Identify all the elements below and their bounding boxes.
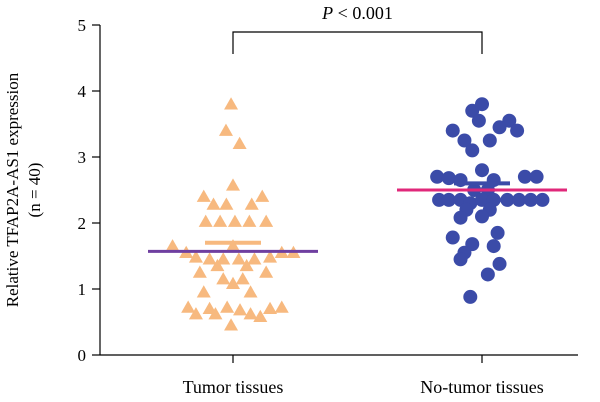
significance-bracket — [232, 31, 483, 54]
circle-point — [535, 192, 550, 207]
y-tick-label: 5 — [78, 16, 87, 35]
triangle-point — [233, 303, 248, 316]
y-tick-label: 3 — [78, 148, 87, 167]
circle-point — [475, 209, 489, 224]
triangle-point — [227, 214, 242, 227]
y-axis-label: Relative TFAP2A-AS1 expression — [3, 72, 22, 307]
circle-point — [475, 97, 489, 112]
circle-point — [457, 133, 472, 148]
triangle-point — [255, 189, 270, 202]
circle-point — [432, 192, 447, 207]
circle-point — [441, 192, 456, 207]
circle-point — [486, 239, 501, 254]
triangle-point — [226, 239, 240, 252]
category-label: No-tumor tissues — [420, 377, 544, 397]
triangle-point — [224, 97, 239, 110]
triangle-point — [196, 285, 211, 298]
triangle-point — [231, 252, 246, 265]
summary-lines — [148, 181, 567, 253]
triangle-point — [210, 258, 225, 272]
triangle-point — [243, 285, 258, 298]
y-tick-label: 0 — [78, 346, 87, 365]
triangle-point — [206, 197, 221, 210]
circle-point — [517, 169, 532, 184]
triangle-point — [192, 265, 207, 278]
circle-point — [445, 123, 460, 138]
circle-point — [492, 120, 507, 135]
triangle-point — [188, 307, 203, 320]
triangle-point — [244, 197, 259, 210]
circle-point — [453, 210, 468, 225]
circle-point — [510, 123, 525, 138]
y-ticks: 0 1 2 3 4 5 — [78, 16, 100, 365]
circle-point — [471, 113, 486, 128]
triangle-point — [188, 250, 203, 263]
triangle-point — [198, 214, 213, 227]
circle-point — [492, 256, 507, 271]
category-label: Tumor tissues — [183, 377, 284, 397]
triangle-point — [232, 136, 247, 150]
triangle-point — [208, 307, 223, 320]
triangle-point — [216, 272, 231, 285]
triangle-point — [239, 258, 254, 272]
x-ticks: Tumor tissues No-tumor tissues — [183, 355, 544, 397]
triangle-point — [242, 214, 257, 227]
circle-point — [463, 289, 478, 304]
circle-point — [430, 169, 445, 184]
triangle-point — [202, 252, 217, 265]
triangle-point — [259, 214, 274, 227]
y-tick-label: 4 — [78, 82, 87, 101]
circle-point — [512, 192, 527, 207]
triangle-point — [259, 265, 274, 278]
triangle-point — [218, 123, 233, 136]
circle-point — [475, 192, 489, 207]
triangle-point — [263, 301, 278, 315]
triangle-point — [165, 239, 180, 252]
circle-point — [523, 192, 538, 207]
p-threshold: < 0.001 — [333, 3, 393, 23]
triangle-point — [226, 276, 240, 289]
y-tick-label: 1 — [78, 280, 87, 299]
circle-point — [500, 192, 515, 207]
triangle-point — [253, 309, 268, 322]
triangle-point — [213, 214, 228, 227]
triangle-point — [224, 318, 239, 331]
triangle-point — [274, 300, 289, 313]
circle-point — [480, 267, 495, 282]
triangle-point — [181, 300, 196, 313]
p-symbol: P — [321, 3, 333, 23]
circle-point — [465, 143, 480, 158]
triangle-point — [202, 301, 217, 315]
y-axis-label-sample-size: (n = 40) — [25, 163, 44, 218]
triangle-point — [226, 178, 240, 191]
circle-point — [482, 133, 497, 148]
p-value-label: P < 0.001 — [321, 3, 393, 23]
circle-point — [475, 163, 489, 178]
triangle-point — [247, 252, 262, 265]
circle-point — [441, 171, 456, 186]
circle-point — [445, 230, 460, 245]
data-points — [165, 97, 550, 331]
y-tick-label: 2 — [78, 214, 87, 233]
triangle-point — [196, 189, 211, 202]
triangle-point — [235, 272, 250, 285]
triangle-point — [219, 197, 234, 210]
circle-point — [529, 169, 544, 184]
triangle-point — [220, 300, 235, 313]
circle-point — [490, 225, 505, 240]
circle-point — [453, 252, 468, 267]
triangle-point — [243, 307, 258, 320]
triangle-point — [263, 250, 278, 263]
triangle-point — [216, 252, 231, 265]
